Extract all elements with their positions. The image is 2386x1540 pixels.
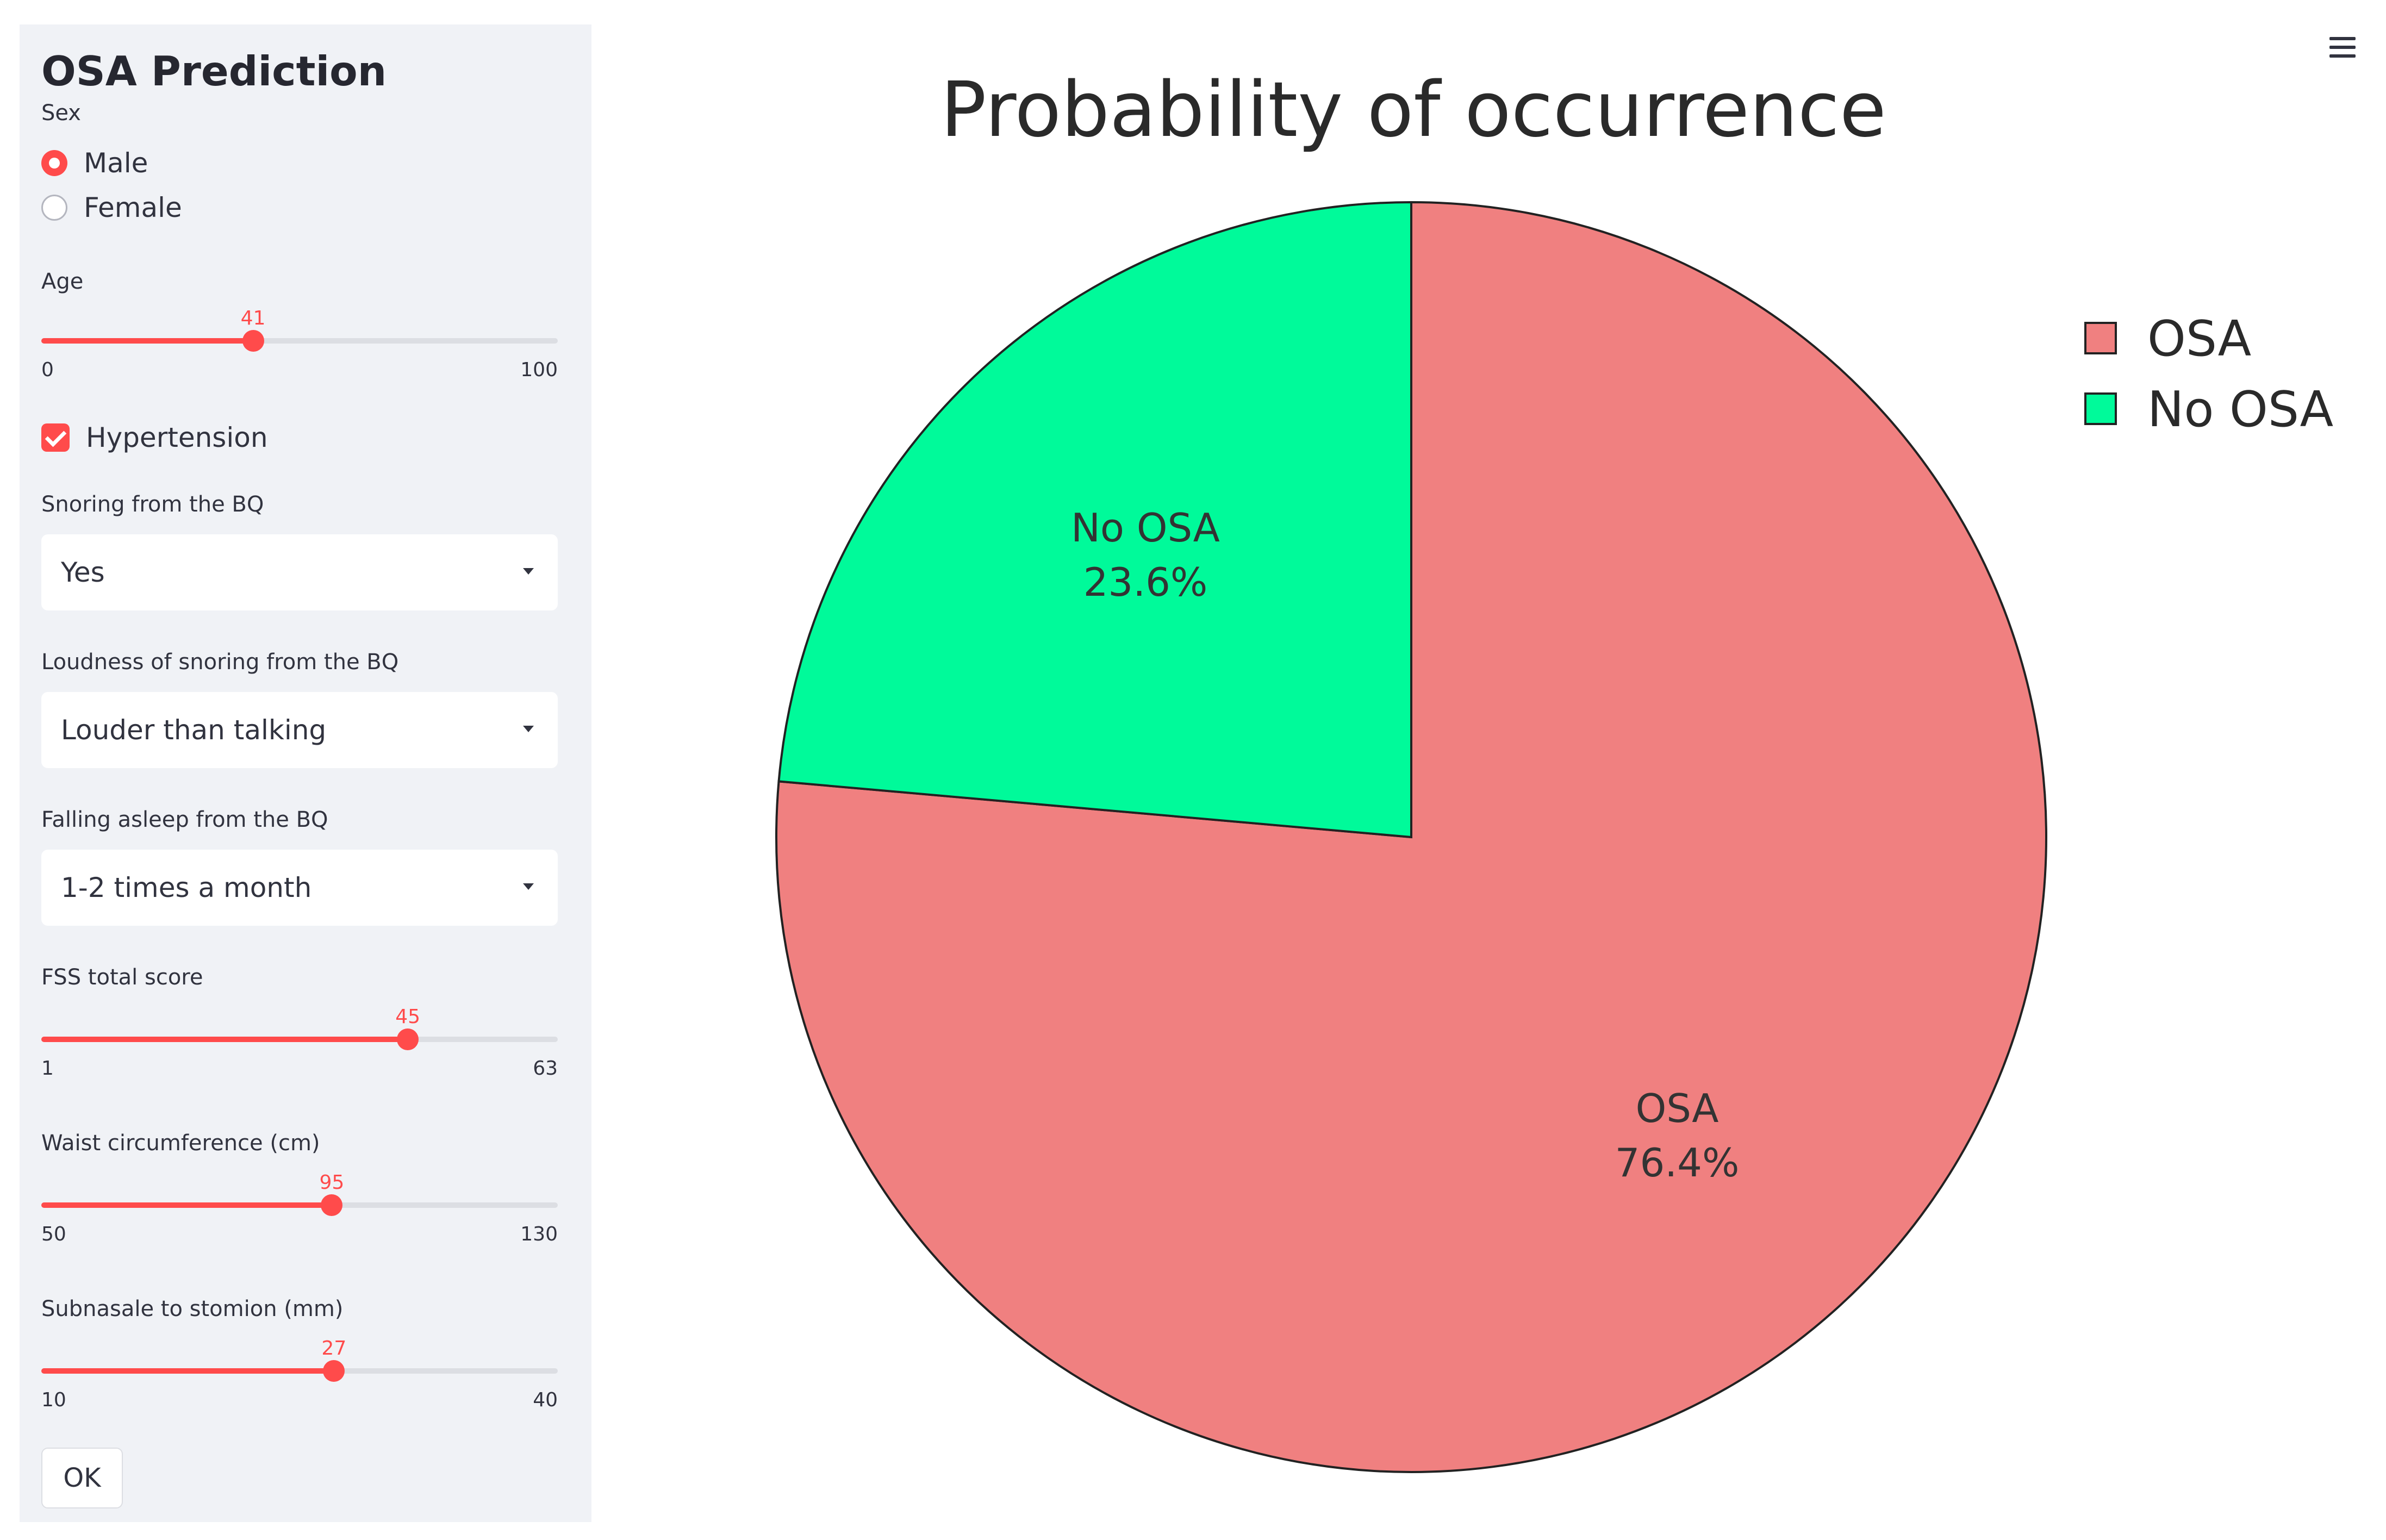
fss-slider[interactable]: 45 1 63 bbox=[41, 1006, 558, 1087]
slice-label: No OSA bbox=[1071, 505, 1220, 551]
caret-down-icon bbox=[523, 883, 534, 890]
legend-swatch bbox=[2084, 322, 2117, 354]
waist-label: Waist circumference (cm) bbox=[41, 1131, 320, 1156]
slider-fill bbox=[41, 338, 253, 344]
slider-track[interactable] bbox=[41, 338, 558, 344]
legend-entry: OSA bbox=[2147, 310, 2251, 367]
slider-max-value: 40 bbox=[533, 1389, 558, 1411]
slider-current-value: 27 bbox=[321, 1337, 347, 1360]
slider-max-value: 63 bbox=[533, 1057, 558, 1080]
app-title: OSA Prediction bbox=[41, 47, 387, 95]
sex-radio-male[interactable]: Male bbox=[41, 144, 148, 182]
slice-percent-label: 23.6% bbox=[1083, 559, 1208, 605]
age-slider[interactable]: 41 0 100 bbox=[41, 307, 558, 389]
slider-min-value: 0 bbox=[41, 359, 54, 381]
hypertension-label: Hypertension bbox=[86, 422, 268, 453]
sex-label: Sex bbox=[41, 101, 81, 126]
caret-down-icon bbox=[523, 568, 534, 575]
subnasale-slider[interactable]: 27 10 40 bbox=[41, 1337, 558, 1419]
snoring-select[interactable]: Yes bbox=[41, 534, 558, 610]
sex-radio-female[interactable]: Female bbox=[41, 189, 182, 227]
hamburger-menu-icon[interactable] bbox=[2329, 37, 2357, 59]
slider-thumb[interactable] bbox=[323, 1360, 345, 1382]
ok-button[interactable]: OK bbox=[41, 1448, 123, 1508]
slider-thumb[interactable] bbox=[397, 1028, 419, 1050]
slider-min-value: 1 bbox=[41, 1057, 54, 1080]
legend-entry: No OSA bbox=[2147, 381, 2333, 438]
pie-slice-no-osa bbox=[777, 201, 1412, 839]
slice-label: OSA bbox=[1636, 1086, 1719, 1131]
slider-max-value: 100 bbox=[520, 359, 558, 381]
age-label: Age bbox=[41, 269, 84, 294]
chart-title: Probability of occurrence bbox=[940, 66, 1886, 154]
slider-fill bbox=[41, 1368, 334, 1374]
slider-fill bbox=[41, 1202, 332, 1208]
hypertension-checkbox[interactable]: Hypertension bbox=[41, 419, 268, 457]
chart-legend: OSA No OSA bbox=[2084, 310, 2333, 438]
slider-current-value: 45 bbox=[395, 1006, 421, 1028]
slider-fill bbox=[41, 1037, 408, 1042]
slider-current-value: 95 bbox=[319, 1171, 345, 1194]
checkbox-checked-icon[interactable] bbox=[41, 423, 70, 452]
slider-min-value: 10 bbox=[41, 1389, 66, 1411]
fss-label: FSS total score bbox=[41, 965, 203, 990]
slider-thumb[interactable] bbox=[321, 1194, 343, 1216]
loudness-label: Loudness of snoring from the BQ bbox=[41, 650, 399, 675]
falling-asleep-select[interactable]: 1-2 times a month bbox=[41, 850, 558, 926]
slider-thumb[interactable] bbox=[242, 330, 264, 352]
snoring-label: Snoring from the BQ bbox=[41, 492, 264, 517]
sidebar: OSA Prediction Sex Male Female Age 41 0 … bbox=[20, 24, 591, 1522]
falling-asleep-label: Falling asleep from the BQ bbox=[41, 807, 328, 832]
subnasale-label: Subnasale to stomion (mm) bbox=[41, 1296, 344, 1321]
slice-percent-label: 76.4% bbox=[1615, 1140, 1740, 1186]
pie-slice-osa bbox=[775, 201, 2047, 1473]
legend-swatch bbox=[2084, 392, 2117, 425]
snoring-selected-value: Yes bbox=[61, 557, 105, 588]
falling-asleep-selected-value: 1-2 times a month bbox=[61, 872, 312, 903]
sex-option-label: Female bbox=[84, 192, 182, 223]
slider-min-value: 50 bbox=[41, 1223, 66, 1245]
radio-button-icon[interactable] bbox=[41, 195, 67, 221]
loudness-select[interactable]: Louder than talking bbox=[41, 692, 558, 768]
sex-option-label: Male bbox=[84, 147, 148, 179]
slider-current-value: 41 bbox=[240, 307, 266, 329]
slider-max-value: 130 bbox=[520, 1223, 558, 1245]
waist-slider[interactable]: 95 50 130 bbox=[41, 1171, 558, 1253]
radio-button-icon[interactable] bbox=[41, 150, 67, 176]
caret-down-icon bbox=[523, 726, 534, 732]
loudness-selected-value: Louder than talking bbox=[61, 714, 327, 746]
